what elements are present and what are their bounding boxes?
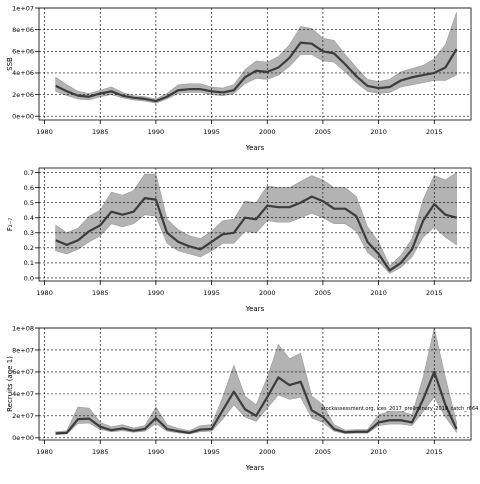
- y-tick-label: 4e+07: [12, 390, 34, 398]
- x-tick-label: 2000: [259, 128, 276, 136]
- x-axis-label: Years: [245, 144, 265, 152]
- axes-frame: [38, 327, 472, 441]
- panel-3: 1980 1985 1990 1995 2000 2005 2010 2015 0e+00 2e+…: [6, 324, 478, 472]
- x-tick-label: 2005: [315, 289, 332, 297]
- x-tick-label: 2015: [426, 128, 443, 136]
- y-tick-label: 6e+06: [12, 48, 34, 56]
- y-tick-label: 0.4: [24, 214, 34, 222]
- y-tick-label: 0.0: [24, 274, 34, 282]
- x-tick-label: 2015: [426, 448, 443, 456]
- y-tick-label: 0e+00: [12, 113, 34, 121]
- y-tick-label: 0.5: [24, 199, 34, 207]
- y-tick-label: 8e+06: [12, 26, 34, 34]
- y-tick-label: 2e+06: [12, 91, 34, 99]
- watermark-text: stockassessment.org, ices_2017_prelimina…: [321, 406, 478, 412]
- x-tick-label: 2010: [370, 128, 387, 136]
- x-tick-label: 1995: [203, 289, 220, 297]
- panel-2: 1980 1985 1990 1995 2000 2005 2010 2015 0.0 0.1 0.…: [6, 167, 472, 313]
- x-tick-label: 2005: [315, 128, 332, 136]
- x-tick-label: 1995: [203, 128, 220, 136]
- x-tick-label: 2010: [370, 448, 387, 456]
- x-tick-label: 1980: [36, 128, 53, 136]
- x-tick-label: 1990: [148, 448, 165, 456]
- x-tick-label: 1995: [203, 448, 220, 456]
- y-tick-label: 0e+00: [12, 434, 34, 442]
- x-tick-label: 2010: [370, 289, 387, 297]
- estimate-line: [55, 370, 458, 435]
- x-tick-label: 1990: [148, 289, 165, 297]
- x-tick-label: 2000: [259, 448, 276, 456]
- y-tick-label: 2e+07: [12, 412, 34, 420]
- axes-frame: [38, 167, 472, 282]
- estimate-line: [55, 41, 458, 103]
- axes-frame: [38, 7, 472, 121]
- y-tick-label: 4e+06: [12, 69, 34, 77]
- x-tick-label: 1985: [92, 448, 109, 456]
- x-axis-label: Years: [245, 464, 265, 472]
- panel-1: 1980 1985 1990 1995 2000 2005 2010 2015 0e+00 2e+…: [6, 4, 472, 152]
- x-tick-label: 2015: [426, 289, 443, 297]
- y-tick-label: 6e+07: [12, 368, 34, 376]
- estimate-line: [55, 195, 457, 272]
- x-tick-label: 1980: [36, 448, 53, 456]
- confidence-band: [55, 12, 457, 104]
- x-tick-label: 1985: [92, 128, 109, 136]
- y-tick-label: 0.2: [24, 244, 34, 252]
- x-tick-label: 1985: [92, 289, 109, 297]
- y-axis-label: F₂₋₇: [6, 218, 14, 232]
- x-tick-label: 2000: [259, 289, 276, 297]
- y-tick-label: 1e+08: [12, 324, 34, 332]
- x-tick-label: 1980: [36, 289, 53, 297]
- x-axis-label: Years: [245, 305, 265, 313]
- y-tick-label: 0.1: [24, 259, 34, 267]
- y-axis-label: SSB: [6, 57, 14, 71]
- y-tick-label: 8e+07: [12, 346, 34, 354]
- y-tick-label: 0.6: [24, 184, 34, 192]
- y-tick-label: 0.7: [24, 169, 34, 177]
- y-tick-label: 0.3: [24, 229, 34, 237]
- y-axis-label: Recruits (age 1): [6, 356, 14, 412]
- confidence-band: [55, 327, 457, 435]
- x-tick-label: 1990: [148, 128, 165, 136]
- x-tick-label: 2005: [315, 448, 332, 456]
- y-tick-label: 1e+07: [12, 4, 34, 12]
